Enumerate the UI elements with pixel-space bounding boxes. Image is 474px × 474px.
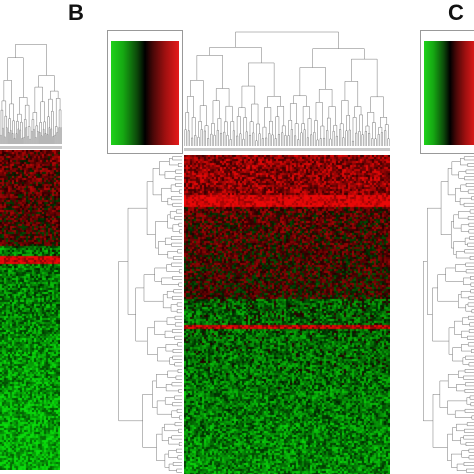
panel-label-c: C bbox=[448, 0, 464, 25]
panel-c-row-dendrogram bbox=[423, 156, 474, 473]
color-key-gradient bbox=[424, 41, 474, 145]
panel-b-row-dendrogram bbox=[118, 156, 182, 473]
panel-b-column-dendrogram bbox=[184, 31, 390, 146]
color-key-panel-b bbox=[107, 30, 183, 154]
panel-a-column-dendrogram bbox=[0, 44, 62, 144]
panel-b-separator bbox=[184, 148, 390, 151]
color-key-gradient bbox=[111, 41, 179, 145]
panel-label-b: B bbox=[68, 0, 84, 25]
panel-a-heatmap bbox=[0, 150, 60, 470]
color-key-panel-c bbox=[420, 30, 474, 154]
panel-a-separator bbox=[0, 146, 62, 149]
panel-b-heatmap bbox=[184, 155, 390, 474]
